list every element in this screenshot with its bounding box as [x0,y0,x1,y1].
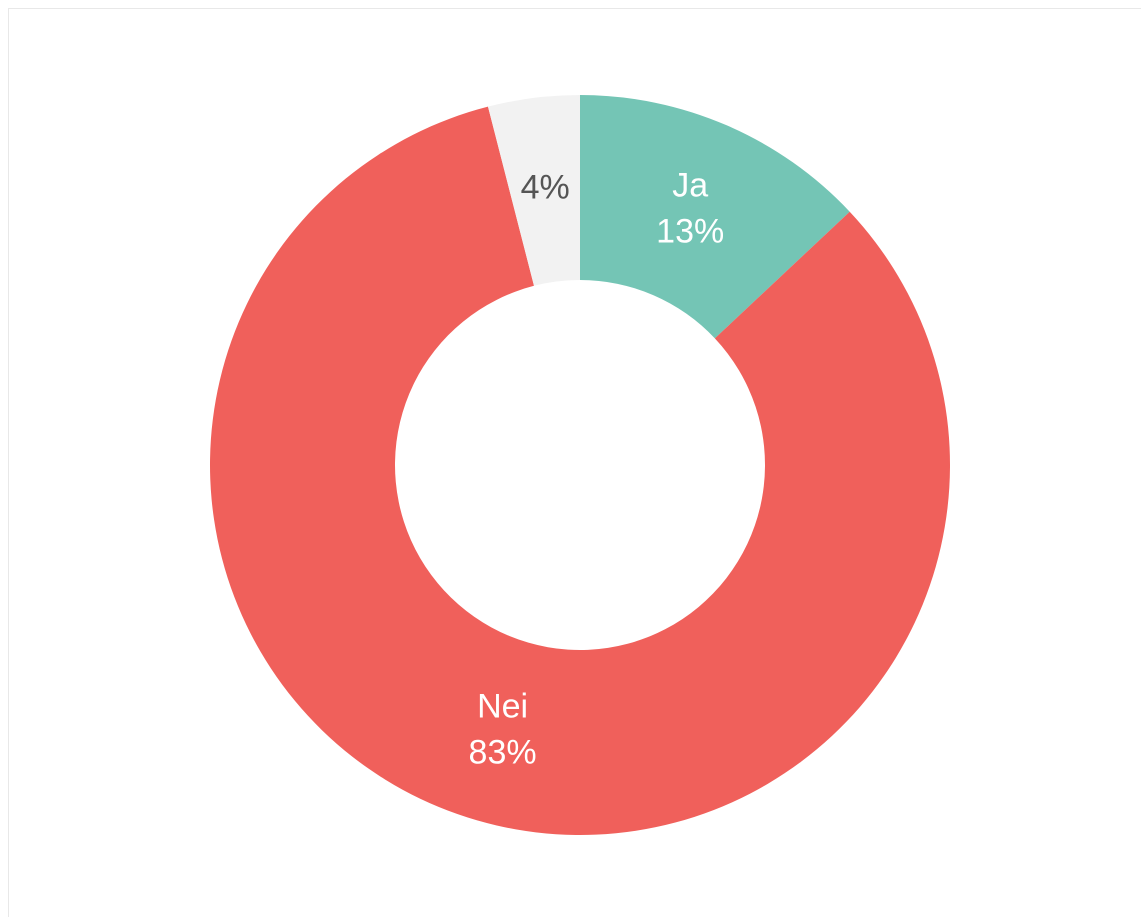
donut-slice [580,95,850,339]
slice-category-label: Ja [672,166,708,204]
frame [8,8,1141,917]
donut-slice [209,106,950,836]
slice-category-label: Nei [477,687,528,725]
slice-value-label: 83% [469,733,537,771]
donut-slice [487,95,580,286]
slice-value-label: 13% [656,212,724,250]
slice-value-label: 4% [521,169,570,207]
